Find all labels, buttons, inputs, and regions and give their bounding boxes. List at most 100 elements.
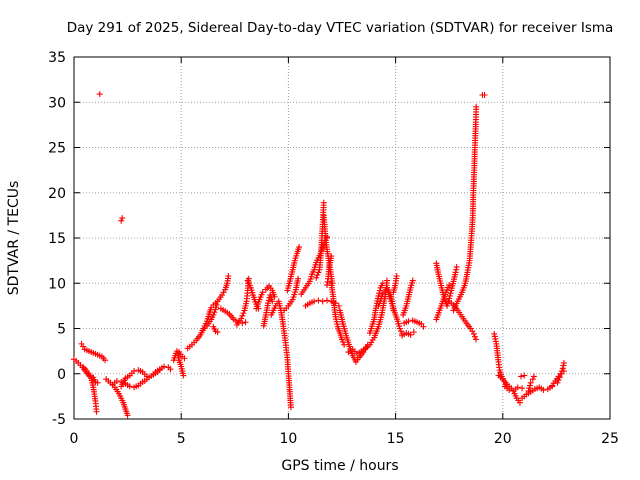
data-point bbox=[339, 336, 345, 343]
data-point bbox=[265, 297, 272, 304]
y-tick-label: 0 bbox=[57, 367, 66, 383]
data-point bbox=[516, 399, 523, 406]
data-point bbox=[265, 300, 272, 307]
x-tick-labels: 0 5 10 15 20 25 bbox=[70, 431, 619, 447]
data-point bbox=[167, 366, 174, 373]
data-point bbox=[518, 373, 525, 380]
data-point bbox=[407, 331, 414, 338]
data-point bbox=[560, 359, 567, 366]
data-point bbox=[405, 318, 412, 325]
data-point-outlier bbox=[96, 91, 103, 98]
y-tick-label: 10 bbox=[48, 276, 66, 292]
data-point bbox=[470, 330, 477, 337]
data-point bbox=[315, 297, 322, 304]
chart-title: Day 291 of 2025, Sidereal Day-to-day VTE… bbox=[67, 20, 614, 36]
data-point bbox=[396, 325, 403, 332]
data-point bbox=[525, 387, 532, 394]
data-point-outlier bbox=[118, 217, 125, 224]
y-tick-label: 30 bbox=[48, 95, 66, 111]
x-tick-label: 10 bbox=[279, 431, 297, 447]
x-axis-label: GPS time / hours bbox=[281, 458, 398, 474]
data-point bbox=[131, 368, 138, 375]
y-tick-label: -5 bbox=[52, 412, 66, 428]
data-point bbox=[526, 385, 533, 392]
data-point bbox=[409, 277, 416, 284]
data-point bbox=[94, 379, 101, 386]
data-point bbox=[225, 273, 232, 280]
data-point bbox=[315, 269, 322, 276]
data-point bbox=[340, 339, 347, 346]
data-point bbox=[259, 289, 266, 296]
data-point bbox=[314, 272, 321, 279]
data-point bbox=[560, 368, 567, 375]
data-point bbox=[295, 275, 302, 282]
data-point bbox=[384, 277, 391, 284]
data-point bbox=[296, 244, 303, 251]
data-point bbox=[453, 263, 460, 270]
data-point bbox=[393, 273, 400, 280]
y-tick-label: 25 bbox=[48, 141, 66, 157]
data-point bbox=[446, 282, 453, 289]
data-point bbox=[113, 377, 120, 384]
data-point bbox=[540, 387, 547, 394]
data-point bbox=[376, 287, 383, 294]
data-point bbox=[530, 373, 537, 380]
data-point bbox=[555, 377, 562, 384]
data-point bbox=[161, 363, 168, 370]
data-point bbox=[214, 329, 221, 336]
data-point bbox=[521, 372, 528, 379]
data-point bbox=[87, 372, 94, 379]
data-point bbox=[447, 290, 454, 297]
data-point bbox=[410, 329, 417, 336]
data-markers bbox=[71, 91, 567, 419]
plot-border bbox=[73, 56, 611, 420]
y-axis-label: SDTVAR / TECUs bbox=[6, 181, 22, 296]
data-point bbox=[506, 387, 513, 394]
plot-frame bbox=[73, 56, 611, 420]
data-point bbox=[446, 292, 453, 299]
y-tick-label: 20 bbox=[48, 186, 66, 202]
data-point bbox=[420, 323, 427, 330]
data-point bbox=[323, 297, 330, 304]
data-point bbox=[311, 298, 318, 305]
data-point bbox=[181, 355, 188, 362]
x-tick-label: 5 bbox=[177, 431, 186, 447]
data-point bbox=[126, 383, 133, 390]
data-point-outlier bbox=[481, 92, 488, 99]
data-point bbox=[473, 103, 480, 110]
x-tick-label: 15 bbox=[387, 431, 405, 447]
data-point bbox=[93, 408, 100, 415]
data-point bbox=[319, 298, 326, 305]
y-tick-label: 35 bbox=[48, 50, 66, 66]
data-point bbox=[526, 382, 533, 389]
data-point bbox=[102, 357, 109, 364]
data-point bbox=[240, 310, 247, 317]
data-point bbox=[210, 311, 217, 318]
data-point bbox=[124, 412, 131, 419]
data-point bbox=[376, 290, 383, 297]
y-tick-label: 15 bbox=[48, 231, 66, 247]
data-point bbox=[242, 319, 249, 326]
data-point-outlier bbox=[323, 235, 330, 241]
x-tick-label: 20 bbox=[494, 431, 512, 447]
data-point-outlier bbox=[119, 215, 126, 222]
data-point bbox=[313, 274, 320, 281]
data-point bbox=[379, 280, 386, 287]
y-tick-label: 5 bbox=[57, 322, 66, 338]
data-point bbox=[239, 312, 246, 319]
data-point bbox=[269, 298, 276, 305]
data-point bbox=[514, 384, 521, 391]
data-point bbox=[519, 385, 526, 392]
data-point bbox=[320, 199, 327, 206]
data-point bbox=[554, 379, 561, 386]
x-tick-label: 25 bbox=[601, 431, 619, 447]
data-point bbox=[473, 336, 479, 343]
data-point bbox=[529, 376, 536, 383]
data-point bbox=[287, 404, 294, 411]
plot-grid bbox=[74, 57, 610, 419]
data-point bbox=[556, 374, 563, 381]
data-point bbox=[238, 315, 245, 322]
data-point bbox=[527, 379, 534, 386]
data-point bbox=[471, 333, 478, 340]
